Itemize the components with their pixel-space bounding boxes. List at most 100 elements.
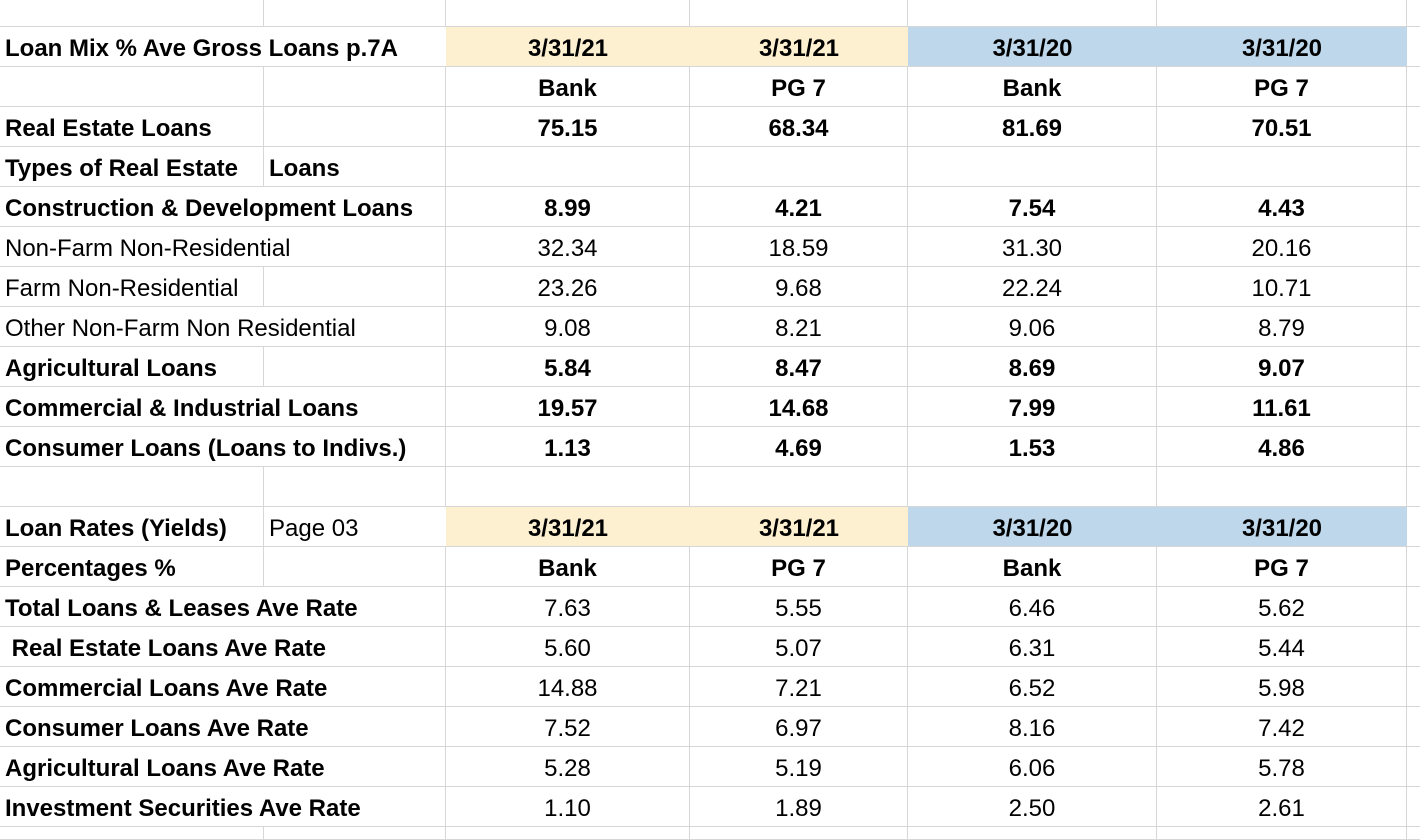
value-cell[interactable]: 14.88 bbox=[446, 667, 690, 707]
value-cell[interactable]: 23.26 bbox=[446, 267, 690, 307]
value-cell[interactable]: 7.54 bbox=[908, 187, 1157, 227]
cell-empty[interactable] bbox=[1407, 0, 1420, 27]
entity-header-bank-2020[interactable]: Bank bbox=[908, 547, 1157, 587]
period-header-2020-pg[interactable]: 3/31/20 bbox=[1157, 27, 1407, 67]
value-cell[interactable]: 7.42 bbox=[1157, 707, 1407, 747]
entity-header-pg-2020[interactable]: PG 7 bbox=[1157, 67, 1407, 107]
row-label[interactable]: Non-Farm Non-Residential bbox=[0, 227, 446, 267]
cell-empty[interactable] bbox=[0, 827, 264, 840]
value-cell[interactable]: 70.51 bbox=[1157, 107, 1407, 147]
value-cell[interactable]: 32.34 bbox=[446, 227, 690, 267]
value-cell[interactable]: 6.46 bbox=[908, 587, 1157, 627]
value-cell[interactable]: 1.13 bbox=[446, 427, 690, 467]
entity-header-pg-2021[interactable]: PG 7 bbox=[690, 547, 908, 587]
cell-empty[interactable] bbox=[1157, 827, 1407, 840]
value-cell[interactable]: 6.06 bbox=[908, 747, 1157, 787]
value-cell[interactable]: 5.44 bbox=[1157, 627, 1407, 667]
value-cell[interactable]: 8.21 bbox=[690, 307, 908, 347]
value-cell[interactable]: 7.63 bbox=[446, 587, 690, 627]
period-header-2021-pg[interactable]: 3/31/21 bbox=[690, 27, 908, 67]
cell-empty[interactable] bbox=[264, 547, 446, 587]
cell-empty[interactable] bbox=[1407, 187, 1420, 227]
cell-empty[interactable] bbox=[908, 0, 1157, 27]
row-label[interactable]: Real Estate Loans bbox=[0, 107, 264, 147]
cell-empty[interactable] bbox=[1407, 107, 1420, 147]
value-cell[interactable]: 1.10 bbox=[446, 787, 690, 827]
row-label[interactable]: Agricultural Loans Ave Rate bbox=[0, 747, 446, 787]
value-cell[interactable]: 5.62 bbox=[1157, 587, 1407, 627]
value-cell[interactable]: 4.69 bbox=[690, 427, 908, 467]
period-header-2021-bank[interactable]: 3/31/21 bbox=[446, 27, 690, 67]
cell-empty[interactable] bbox=[264, 267, 446, 307]
value-cell[interactable]: 9.08 bbox=[446, 307, 690, 347]
value-cell[interactable]: 11.61 bbox=[1157, 387, 1407, 427]
row-label[interactable]: Consumer Loans Ave Rate bbox=[0, 707, 446, 747]
cell-empty[interactable] bbox=[1407, 747, 1420, 787]
cell-empty[interactable] bbox=[446, 827, 690, 840]
value-cell[interactable]: 6.97 bbox=[690, 707, 908, 747]
period-header-2020-bank[interactable]: 3/31/20 bbox=[908, 507, 1157, 547]
value-cell[interactable]: 19.57 bbox=[446, 387, 690, 427]
value-cell[interactable]: 5.07 bbox=[690, 627, 908, 667]
value-cell[interactable]: 20.16 bbox=[1157, 227, 1407, 267]
value-cell[interactable]: 4.86 bbox=[1157, 427, 1407, 467]
cell-empty[interactable] bbox=[1407, 787, 1420, 827]
cell-empty[interactable] bbox=[690, 147, 908, 187]
value-cell[interactable]: 5.55 bbox=[690, 587, 908, 627]
cell-empty[interactable] bbox=[1407, 67, 1420, 107]
row-label[interactable]: Investment Securities Ave Rate bbox=[0, 787, 446, 827]
value-cell[interactable]: 8.47 bbox=[690, 347, 908, 387]
value-cell[interactable]: 9.68 bbox=[690, 267, 908, 307]
cell-empty[interactable] bbox=[1407, 347, 1420, 387]
cell-empty[interactable] bbox=[1407, 827, 1420, 840]
cell-empty[interactable] bbox=[264, 0, 446, 27]
value-cell[interactable]: 9.06 bbox=[908, 307, 1157, 347]
value-cell[interactable]: 5.84 bbox=[446, 347, 690, 387]
value-cell[interactable]: 18.59 bbox=[690, 227, 908, 267]
value-cell[interactable]: 1.53 bbox=[908, 427, 1157, 467]
value-cell[interactable]: 68.34 bbox=[690, 107, 908, 147]
value-cell[interactable]: 6.52 bbox=[908, 667, 1157, 707]
cell-empty[interactable] bbox=[1157, 467, 1407, 507]
table2-title[interactable]: Loan Rates (Yields) bbox=[0, 507, 264, 547]
cell-empty[interactable] bbox=[0, 0, 264, 27]
cell-empty[interactable] bbox=[0, 467, 264, 507]
cell-empty[interactable] bbox=[446, 0, 690, 27]
cell-empty[interactable] bbox=[1157, 147, 1407, 187]
value-cell[interactable]: 75.15 bbox=[446, 107, 690, 147]
page-ref[interactable]: Page 03 bbox=[264, 507, 446, 547]
period-header-2021-bank[interactable]: 3/31/21 bbox=[446, 507, 690, 547]
cell-empty[interactable] bbox=[1407, 587, 1420, 627]
cell-empty[interactable] bbox=[690, 467, 908, 507]
row-label[interactable]: Commercial & Industrial Loans bbox=[0, 387, 446, 427]
entity-header-bank-2021[interactable]: Bank bbox=[446, 547, 690, 587]
value-cell[interactable]: 7.21 bbox=[690, 667, 908, 707]
value-cell[interactable]: 8.79 bbox=[1157, 307, 1407, 347]
value-cell[interactable]: 2.61 bbox=[1157, 787, 1407, 827]
value-cell[interactable]: 22.24 bbox=[908, 267, 1157, 307]
cell-empty[interactable] bbox=[264, 827, 446, 840]
cell-empty[interactable] bbox=[1407, 387, 1420, 427]
value-cell[interactable]: 31.30 bbox=[908, 227, 1157, 267]
row-label[interactable]: Farm Non-Residential bbox=[0, 267, 264, 307]
cell-empty[interactable] bbox=[446, 147, 690, 187]
value-cell[interactable]: 2.50 bbox=[908, 787, 1157, 827]
entity-header-bank-2021[interactable]: Bank bbox=[446, 67, 690, 107]
cell-empty[interactable] bbox=[0, 67, 264, 107]
cell-empty[interactable] bbox=[1407, 307, 1420, 347]
cell-empty[interactable] bbox=[908, 827, 1157, 840]
cell-empty[interactable] bbox=[690, 827, 908, 840]
cell-empty[interactable] bbox=[1157, 0, 1407, 27]
value-cell[interactable]: 8.16 bbox=[908, 707, 1157, 747]
cell-empty[interactable] bbox=[1407, 147, 1420, 187]
value-cell[interactable]: 8.69 bbox=[908, 347, 1157, 387]
cell-empty[interactable] bbox=[1407, 707, 1420, 747]
value-cell[interactable]: 10.71 bbox=[1157, 267, 1407, 307]
row-label[interactable]: Other Non-Farm Non Residential bbox=[0, 307, 446, 347]
value-cell[interactable]: 81.69 bbox=[908, 107, 1157, 147]
cell-empty[interactable] bbox=[446, 467, 690, 507]
value-cell[interactable]: 6.31 bbox=[908, 627, 1157, 667]
value-cell[interactable]: 14.68 bbox=[690, 387, 908, 427]
cell-empty[interactable] bbox=[1407, 227, 1420, 267]
entity-header-pg-2020[interactable]: PG 7 bbox=[1157, 547, 1407, 587]
